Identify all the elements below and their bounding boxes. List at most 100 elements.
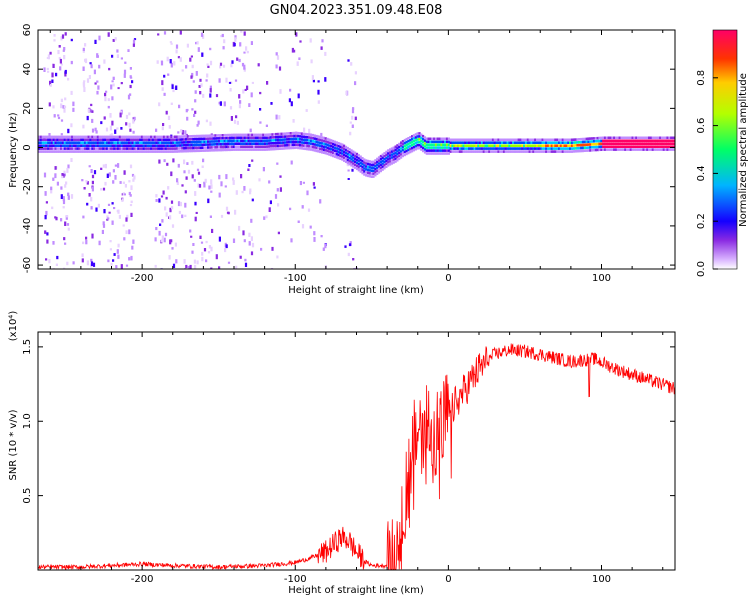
- spectrogram-ridge-cell: [326, 152, 329, 156]
- spectrogram-cell: [194, 264, 197, 269]
- spectrogram-cell: [320, 235, 323, 238]
- spectrogram-cell: [187, 266, 190, 269]
- spectrogram-ridge-cell: [344, 154, 348, 158]
- spectrogram-ridge-cell: [267, 148, 270, 151]
- spectrogram-cell: [119, 181, 122, 184]
- spectrogram-cell: [234, 37, 237, 42]
- spectrogram-cell: [222, 46, 225, 50]
- spectrogram-ridge-cell: [488, 141, 491, 144]
- spectrogram-ridge-cell: [227, 145, 230, 149]
- spectrogram-cell: [193, 259, 196, 264]
- spectrogram-ridge-cell: [194, 137, 197, 141]
- spectrogram-ridge-cell: [162, 144, 166, 147]
- spectrogram-ridge-cell: [385, 156, 388, 160]
- spectrogram-cell: [91, 186, 94, 192]
- spectrogram-cell: [158, 198, 161, 203]
- spectrogram-ridge-cell: [576, 147, 579, 150]
- spectrogram-ridge-cell: [502, 144, 506, 147]
- spectrogram-cell: [172, 89, 175, 93]
- spectrogram-ridge-cell: [548, 150, 551, 153]
- spectrogram-ridge-cell: [54, 150, 57, 153]
- spectrogram-ridge-cell: [179, 150, 182, 153]
- spectrogram-ridge-cell: [438, 137, 441, 141]
- spectrogram-ridge-cell: [153, 147, 156, 150]
- spectrogram-ridge-cell: [172, 147, 175, 150]
- spectrogram-ridge-cell: [337, 144, 340, 148]
- spectrogram-ridge-cell: [368, 172, 371, 175]
- spectrogram-cell: [181, 184, 184, 187]
- spectrogram-cell: [55, 216, 58, 221]
- spectrogram-ridge-cell: [528, 150, 531, 153]
- spectrogram-cell: [225, 174, 228, 180]
- spectrogram-ridge-cell: [559, 150, 562, 153]
- spectrogram-ridge-cell: [567, 144, 570, 147]
- spectrogram-cell: [207, 198, 210, 204]
- spectrogram-ridge-cell: [350, 161, 353, 164]
- spectrogram-ridge-cell: [135, 144, 138, 147]
- spectrogram-cell: [60, 194, 63, 199]
- spectrogram-cell: [112, 76, 115, 80]
- spectrogram-ridge-cell: [280, 135, 283, 139]
- spectrogram-ridge-cell: [502, 141, 506, 144]
- spectrogram-ridge-cell: [414, 136, 417, 139]
- spectrogram-ridge-cell: [118, 135, 121, 139]
- spectrogram-ridge-cell: [668, 136, 671, 140]
- spectrogram-ridge-cell: [438, 152, 441, 155]
- spectrogram-ridge-cell: [82, 141, 85, 144]
- spectrogram-ridge-cell: [377, 165, 381, 168]
- spectrogram-ridge-cell: [433, 149, 436, 152]
- spectrogram-ridge-cell: [668, 139, 671, 143]
- spectrogram-ridge-cell: [651, 136, 654, 140]
- spectrogram-ridge-cell: [315, 134, 318, 138]
- spectrogram-ridge-cell: [348, 162, 351, 166]
- spectrogram-cell: [224, 185, 227, 188]
- spectrogram-cell: [46, 232, 49, 236]
- spectrogram-cell: [132, 43, 135, 47]
- spectrogram-ridge-cell: [455, 141, 458, 144]
- spectrogram-ridge-cell: [491, 141, 495, 144]
- spectrogram-cell: [115, 265, 118, 269]
- spectrogram-ridge-cell: [355, 158, 359, 162]
- colorbar-tick-label: 0.8: [696, 70, 707, 86]
- spectrogram-ridge-cell: [537, 147, 540, 150]
- spectrogram-ridge-cell: [444, 146, 447, 149]
- spectrogram-ridge-cell: [359, 155, 362, 159]
- spectrogram-ridge-cell: [43, 144, 46, 147]
- spectrogram-ridge-cell: [275, 141, 278, 145]
- spectrogram-cell: [274, 194, 278, 199]
- spectrogram-cell: [183, 259, 186, 264]
- spectrogram-cell: [209, 60, 213, 66]
- spectrogram-ridge-cell: [69, 138, 72, 142]
- spectrogram-cell: [183, 170, 186, 174]
- spectrogram-ridge-cell: [534, 141, 537, 144]
- spectrogram-ridge-cell: [418, 146, 421, 150]
- spectrogram-cell: [90, 197, 93, 202]
- spectrogram-ridge-cell: [54, 141, 57, 144]
- spectrogram-ridge-cell: [558, 144, 561, 147]
- spectrogram-ridge-cell: [499, 141, 502, 144]
- spectrogram-cell: [106, 173, 109, 178]
- spectrogram-ridge-cell: [175, 144, 178, 147]
- spectrogram-cell: [81, 258, 84, 263]
- spectrogram-ridge-cell: [146, 141, 149, 144]
- spectrogram-cell: [72, 101, 75, 107]
- spectrogram-ridge-cell: [210, 137, 213, 140]
- spectrogram-ridge-cell: [530, 144, 533, 147]
- spectrogram-ridge-cell: [583, 146, 586, 150]
- spectrogram-ridge-cell: [333, 149, 336, 152]
- spectrogram-cell: [345, 90, 348, 95]
- spectrogram-ridge-cell: [89, 150, 92, 153]
- spectrogram-ridge-cell: [539, 150, 542, 153]
- spectrogram-ridge-cell: [98, 138, 101, 142]
- snr-frame: [37, 331, 676, 571]
- spectrogram-ridge-cell: [620, 148, 623, 151]
- spectrogram-ridge-cell: [563, 147, 566, 150]
- spectrogram-ridge-cell: [466, 141, 469, 144]
- spectrogram-ridge-cell: [440, 137, 443, 141]
- spectrogram-ridge-cell: [629, 136, 632, 140]
- spectrogram-ridge-cell: [407, 139, 410, 143]
- spectrogram-ridge-cell: [673, 145, 675, 148]
- spectrogram-ridge-cell: [67, 141, 70, 144]
- spectrogram-ridge-cell: [387, 164, 390, 167]
- spectrogram-ridge-cell: [559, 138, 562, 142]
